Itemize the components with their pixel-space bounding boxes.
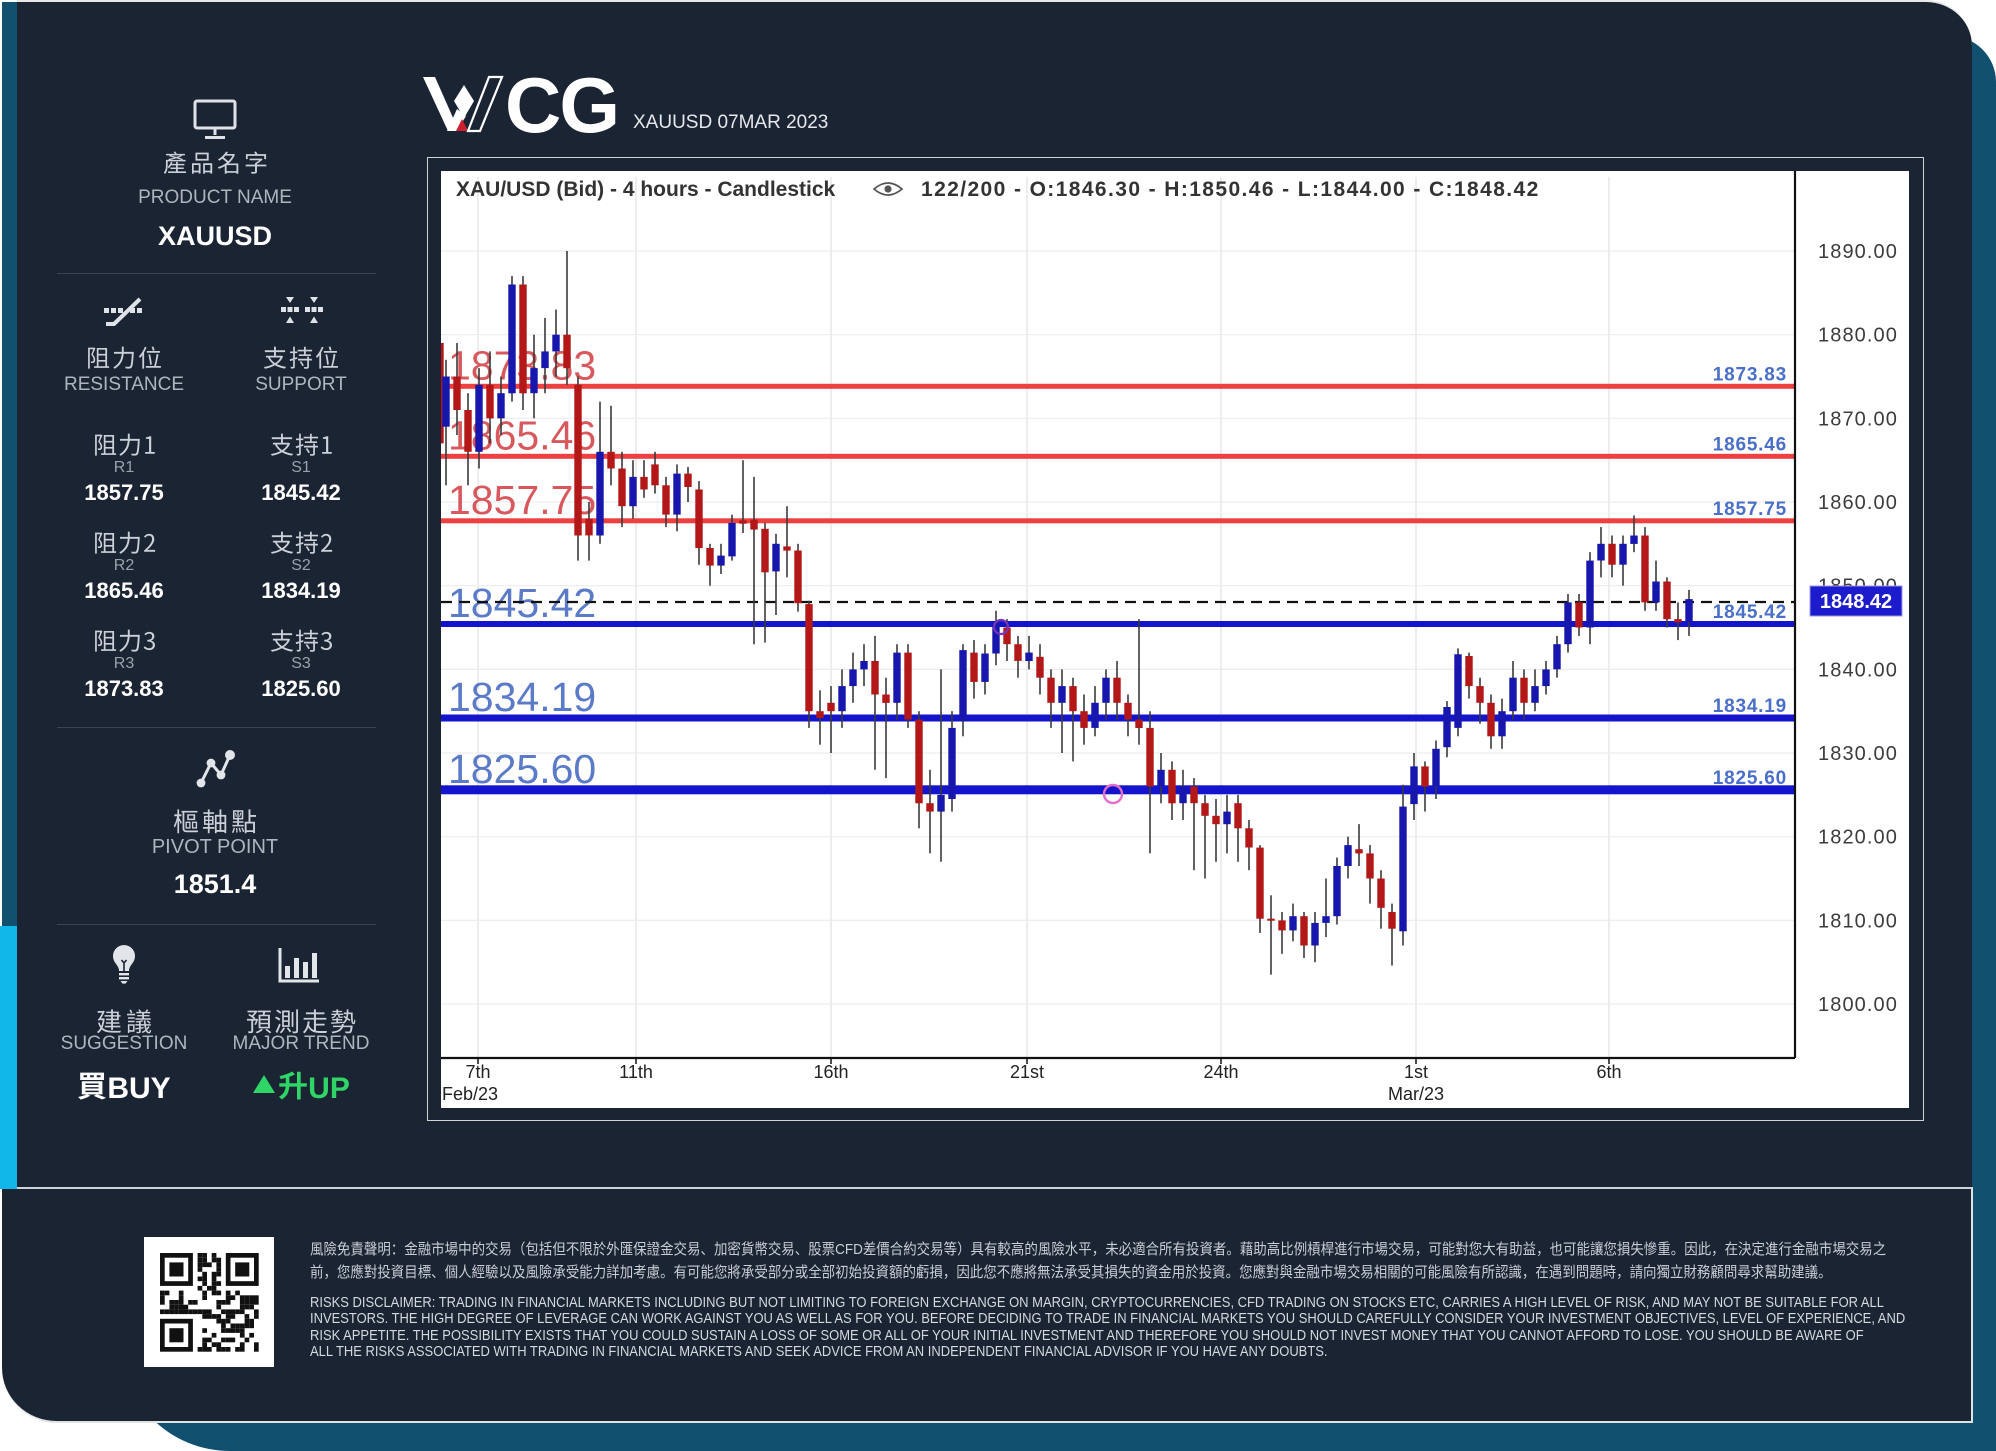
svg-text:122/200 - O:1846.30 - H:1850.4: 122/200 - O:1846.30 - H:1850.46 - L:1844…	[921, 178, 1540, 201]
svg-text:1857.75: 1857.75	[1713, 499, 1787, 520]
svg-text:1865.46: 1865.46	[448, 412, 596, 458]
svg-text:1820.00: 1820.00	[1818, 827, 1898, 849]
svg-text:1834.19: 1834.19	[1713, 696, 1787, 717]
svg-text:1825.60: 1825.60	[448, 746, 596, 792]
svg-text:XAU/USD (Bid) - 4 hours - Cand: XAU/USD (Bid) - 4 hours - Candlestick	[456, 178, 836, 201]
svg-text:1890.00: 1890.00	[1818, 241, 1898, 263]
svg-text:7th: 7th	[465, 1062, 490, 1082]
svg-text:1880.00: 1880.00	[1818, 325, 1898, 347]
svg-text:6th: 6th	[1596, 1062, 1621, 1082]
svg-text:11th: 11th	[619, 1062, 653, 1082]
svg-text:1865.46: 1865.46	[1713, 434, 1787, 455]
svg-text:16th: 16th	[813, 1062, 848, 1082]
svg-text:1834.19: 1834.19	[448, 674, 596, 720]
svg-text:24th: 24th	[1203, 1062, 1238, 1082]
svg-text:Feb/23: Feb/23	[442, 1084, 498, 1104]
svg-text:1848.42: 1848.42	[1820, 591, 1892, 613]
svg-text:1800.00: 1800.00	[1818, 994, 1898, 1016]
svg-text:1870.00: 1870.00	[1818, 408, 1898, 430]
svg-text:21st: 21st	[1010, 1062, 1044, 1082]
svg-text:1873.83: 1873.83	[1713, 364, 1787, 385]
svg-text:1825.60: 1825.60	[1713, 768, 1787, 789]
svg-text:1840.00: 1840.00	[1818, 659, 1898, 681]
svg-text:CG: CG	[505, 65, 618, 145]
svg-text:Mar/23: Mar/23	[1388, 1084, 1444, 1104]
svg-text:1810.00: 1810.00	[1818, 910, 1898, 932]
svg-text:1845.42: 1845.42	[1713, 602, 1787, 623]
svg-text:1860.00: 1860.00	[1818, 492, 1898, 514]
svg-text:1830.00: 1830.00	[1818, 743, 1898, 765]
svg-text:1st: 1st	[1404, 1062, 1428, 1082]
svg-text:1857.75: 1857.75	[448, 477, 596, 523]
